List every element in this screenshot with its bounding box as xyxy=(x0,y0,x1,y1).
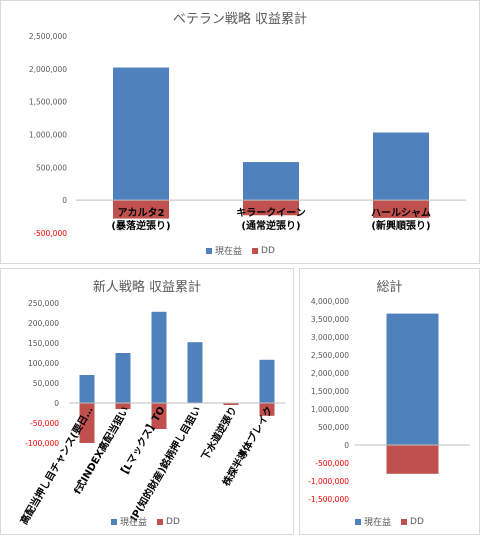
y-tick-label: 2,500,000 xyxy=(29,32,67,41)
y-tick-label: -500,000 xyxy=(315,459,349,468)
bar-dd xyxy=(373,200,429,218)
category-label: キラークイーン(通常逆張り) xyxy=(236,207,306,232)
chart-title: 総計 xyxy=(376,280,403,295)
y-tick-label: 1,000,000 xyxy=(311,405,349,414)
bar-dd xyxy=(223,403,239,405)
category-label: ハールシャム(新興順張り) xyxy=(371,207,431,232)
bar-profit xyxy=(259,359,275,403)
legend-label-profit: 現在益 xyxy=(120,518,148,528)
y-tick-label: 1,500,000 xyxy=(311,387,349,396)
chart-title: 新人戦略 収益累計 xyxy=(92,280,202,295)
y-tick-label: 0 xyxy=(62,196,67,205)
bar-dd xyxy=(243,200,299,216)
bar-dd xyxy=(386,445,439,474)
y-tick-label: 2,500,000 xyxy=(311,351,349,360)
y-tick-label: -1,000,000 xyxy=(308,477,349,486)
legend-swatch-profit xyxy=(355,518,361,525)
bar-profit xyxy=(243,162,299,201)
y-tick-label: 100,000 xyxy=(28,359,59,368)
y-tick-label: 2,000,000 xyxy=(29,65,67,74)
category-label: アカルタ2 (暴落逆張り) xyxy=(111,207,170,232)
y-tick-label: 3,500,000 xyxy=(311,315,349,324)
bar-profit xyxy=(187,342,203,403)
y-tick-label: 500,000 xyxy=(318,423,349,432)
legend-item-dd: DD xyxy=(401,517,424,527)
legend-item-profit: 現在益 xyxy=(355,515,391,528)
chart-title: ベテラン戦略 収益累計 xyxy=(172,12,308,27)
legend-swatch-profit xyxy=(111,518,117,525)
y-tick-label: 50,000 xyxy=(33,379,59,388)
y-tick-label: 0 xyxy=(344,441,349,450)
bar-profit xyxy=(79,375,95,403)
veteran-strategy-chart-panel: ベテラン戦略 収益累計 2,500,000 2,000,000 1,500,000 1… xyxy=(0,0,480,264)
bar-profit xyxy=(115,353,131,403)
y-tick-label: 150,000 xyxy=(28,339,59,348)
category-label: 下水道逆張り xyxy=(198,404,239,462)
newcomer-strategy-chart-panel: 新人戦略 収益累計 250,000 200,000 150,000 100,000 50… xyxy=(0,268,294,535)
y-tick-label: 500,000 xyxy=(36,163,67,172)
legend-label-dd: DD xyxy=(261,245,275,256)
y-tick-label: -1,500,000 xyxy=(308,495,349,504)
bar-dd xyxy=(115,403,131,409)
chart-legend: 現在益 DD xyxy=(206,244,275,257)
y-tick-label: 1,000,000 xyxy=(29,131,67,140)
legend-swatch-profit xyxy=(206,247,212,254)
bar-dd xyxy=(151,403,167,429)
legend-item-profit: 現在益 xyxy=(111,515,147,528)
total-chart-panel: 総計 4,000,000 3,500,000 3,000,000 2,500,000 2… xyxy=(299,268,480,535)
y-tick-label: 2,000,000 xyxy=(311,369,349,378)
legend-item-profit: 現在益 xyxy=(206,244,242,257)
bar-profit xyxy=(113,67,169,201)
y-tick-label: -100,000 xyxy=(25,439,59,448)
bar-dd xyxy=(113,200,169,219)
y-tick-label: 200,000 xyxy=(28,319,59,328)
legend-label-dd: DD xyxy=(166,516,180,527)
legend-swatch-dd xyxy=(252,247,259,254)
y-tick-label: 0 xyxy=(54,399,59,408)
bar-profit xyxy=(373,132,429,201)
legend-swatch-dd xyxy=(157,518,164,525)
bar-profit xyxy=(386,313,439,445)
total-chart: 4,000,000 3,500,000 3,000,000 2,500,000 2,00… xyxy=(308,297,470,504)
bar-profit xyxy=(151,311,167,403)
legend-swatch-dd xyxy=(401,518,408,525)
y-tick-label: 4,000,000 xyxy=(311,297,349,306)
legend-label-profit: 現在益 xyxy=(215,247,243,257)
bar-dd xyxy=(259,403,275,416)
chart-legend: 現在益 DD xyxy=(111,515,180,528)
legend-label-dd: DD xyxy=(410,516,424,527)
y-tick-label: 1,500,000 xyxy=(29,98,67,107)
y-tick-label: 250,000 xyxy=(28,299,59,308)
veteran-strategy-chart: 2,500,000 2,000,000 1,500,000 1,000,000 500,… xyxy=(29,32,466,238)
bar-dd xyxy=(79,403,95,443)
newcomer-strategy-chart: 250,000 200,000 150,000 100,000 50,000 0 -50,0… xyxy=(17,299,285,527)
legend-label-profit: 現在益 xyxy=(364,518,392,528)
y-tick-label: -500,000 xyxy=(33,229,67,238)
legend-item-dd: DD xyxy=(157,517,180,527)
chart-legend: 現在益 DD xyxy=(355,515,424,528)
y-tick-label: 3,000,000 xyxy=(311,333,349,342)
y-tick-label: -50,000 xyxy=(30,419,59,428)
legend-item-dd: DD xyxy=(252,246,275,256)
